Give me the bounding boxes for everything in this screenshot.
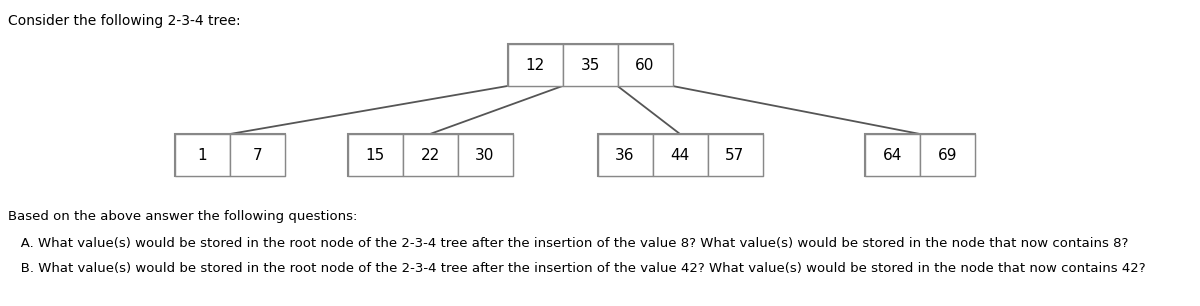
Text: 64: 64	[883, 147, 902, 162]
Bar	[653, 134, 708, 176]
Text: 69: 69	[937, 147, 958, 162]
Text: 22: 22	[420, 147, 439, 162]
Bar	[348, 134, 512, 176]
Text: 35: 35	[581, 58, 600, 73]
Bar	[598, 134, 762, 176]
Bar	[865, 134, 920, 176]
Bar	[175, 134, 286, 176]
Text: 12: 12	[526, 58, 545, 73]
Text: 60: 60	[635, 58, 655, 73]
Bar	[230, 134, 286, 176]
Text: Consider the following 2-3-4 tree:: Consider the following 2-3-4 tree:	[8, 14, 241, 28]
Text: A. What value(s) would be stored in the root node of the 2-3-4 tree after the in: A. What value(s) would be stored in the …	[8, 237, 1128, 250]
Bar	[598, 134, 653, 176]
Bar	[508, 44, 563, 86]
Text: Based on the above answer the following questions:: Based on the above answer the following …	[8, 210, 358, 223]
Text: 36: 36	[616, 147, 635, 162]
Bar	[457, 134, 512, 176]
Bar	[348, 134, 402, 176]
Bar	[865, 134, 974, 176]
Bar	[508, 44, 672, 86]
Text: B. What value(s) would be stored in the root node of the 2-3-4 tree after the in: B. What value(s) would be stored in the …	[8, 262, 1146, 275]
Text: 1: 1	[198, 147, 208, 162]
Text: 30: 30	[475, 147, 494, 162]
Bar	[175, 134, 230, 176]
Bar	[708, 134, 762, 176]
Bar	[402, 134, 457, 176]
Text: 44: 44	[671, 147, 690, 162]
Bar	[618, 44, 672, 86]
Bar	[563, 44, 618, 86]
Text: 7: 7	[253, 147, 263, 162]
Bar	[920, 134, 974, 176]
Text: 57: 57	[725, 147, 745, 162]
Text: 15: 15	[365, 147, 385, 162]
